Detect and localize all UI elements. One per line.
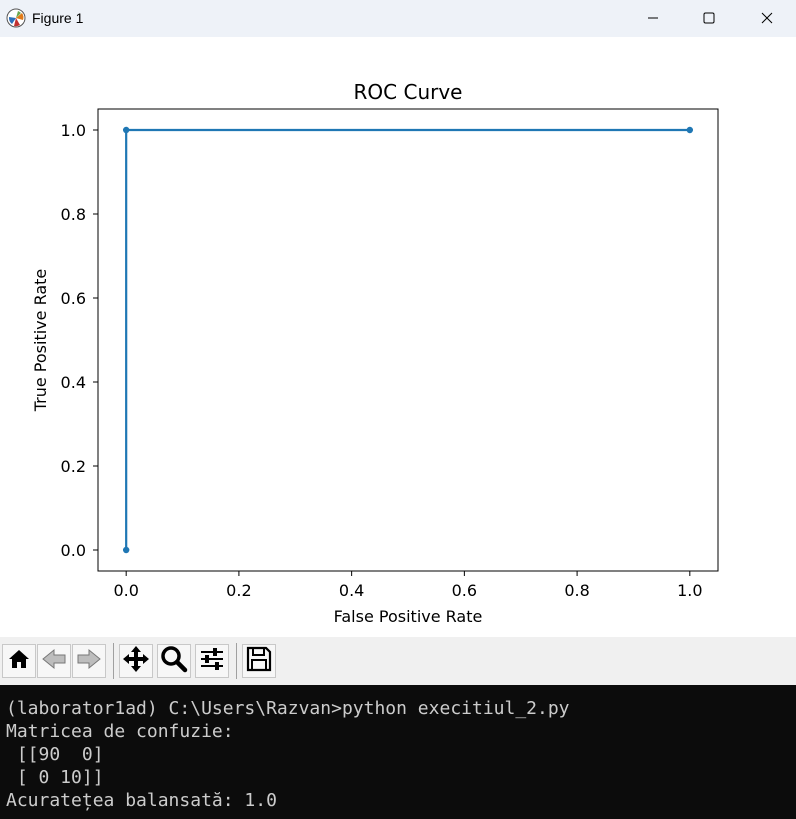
zoom-button[interactable]: [157, 644, 191, 678]
navigation-toolbar: [0, 637, 796, 685]
x-tick-label: 0.8: [564, 581, 589, 600]
y-tick-label: 0.4: [61, 373, 86, 392]
y-axis: 0.0 0.2 0.4 0.6 0.8 1.0: [61, 121, 98, 560]
toolbar-separator: [236, 643, 237, 679]
roc-point: [122, 546, 130, 554]
x-axis: 0.0 0.2 0.4 0.6 0.8 1.0: [113, 571, 703, 600]
y-tick-label: 0.6: [61, 289, 86, 308]
x-tick-label: 0.2: [226, 581, 251, 600]
plot-area: [97, 108, 719, 572]
x-tick-label: 1.0: [677, 581, 702, 600]
back-button[interactable]: [37, 644, 71, 678]
matplotlib-icon: [6, 8, 26, 28]
configure-subplots-button[interactable]: [195, 644, 229, 678]
roc-series: [122, 126, 694, 554]
maximize-button[interactable]: [680, 0, 738, 37]
home-icon: [6, 646, 32, 676]
roc-chart: ROC Curve 0.0 0.2 0.4 0.6 0.8 1.0 0.00.20.40.…: [31, 80, 719, 626]
forward-button[interactable]: [72, 644, 106, 678]
back-icon: [40, 646, 68, 676]
maximize-icon: [703, 9, 715, 28]
forward-icon: [75, 646, 103, 676]
minimize-button[interactable]: [624, 0, 682, 37]
save-icon: [245, 645, 273, 677]
home-button[interactable]: [2, 644, 36, 678]
figure-canvas[interactable]: ROC Curve 0.0 0.2 0.4 0.6 0.8 1.0 0.0 0.2 0.4 0.…: [0, 37, 796, 637]
terminal-line: Matricea de confuzie:: [6, 721, 234, 742]
configure-subplots-icon: [198, 645, 226, 677]
close-button[interactable]: [738, 0, 796, 37]
x-tick-label: 0.4: [339, 581, 364, 600]
y-tick-label: 0.8: [61, 205, 86, 224]
terminal-line: Acuratețea balansată: 1.0: [6, 790, 277, 811]
x-axis-label: False Positive Rate: [334, 607, 483, 626]
x-tick-label: 0.0: [113, 581, 138, 600]
pan-button[interactable]: [119, 644, 153, 678]
window-title: Figure 1: [32, 10, 84, 26]
terminal-line: (laborator1ad) C:\Users\Razvan>python ex…: [6, 698, 570, 719]
minimize-icon: [647, 9, 659, 28]
save-button[interactable]: [242, 644, 276, 678]
close-icon: [761, 9, 773, 28]
roc-point: [122, 126, 130, 134]
x-tick-label: 0.6: [452, 581, 477, 600]
toolbar-separator: [113, 643, 114, 679]
terminal-line: [[90 0]: [6, 744, 104, 765]
window-titlebar: Figure 1: [0, 0, 796, 37]
y-tick-label: 0.0: [61, 541, 86, 560]
y-axis-label: True Positive Rate: [31, 269, 50, 413]
y-tick-label: 1.0: [61, 121, 86, 140]
y-tick-label: 0.2: [61, 457, 86, 476]
pan-icon: [122, 645, 150, 677]
terminal-output[interactable]: (laborator1ad) C:\Users\Razvan>python ex…: [0, 685, 796, 819]
zoom-icon: [160, 645, 188, 677]
chart-title: ROC Curve: [354, 80, 463, 104]
roc-point: [686, 126, 694, 134]
terminal-line: [ 0 10]]: [6, 767, 104, 788]
